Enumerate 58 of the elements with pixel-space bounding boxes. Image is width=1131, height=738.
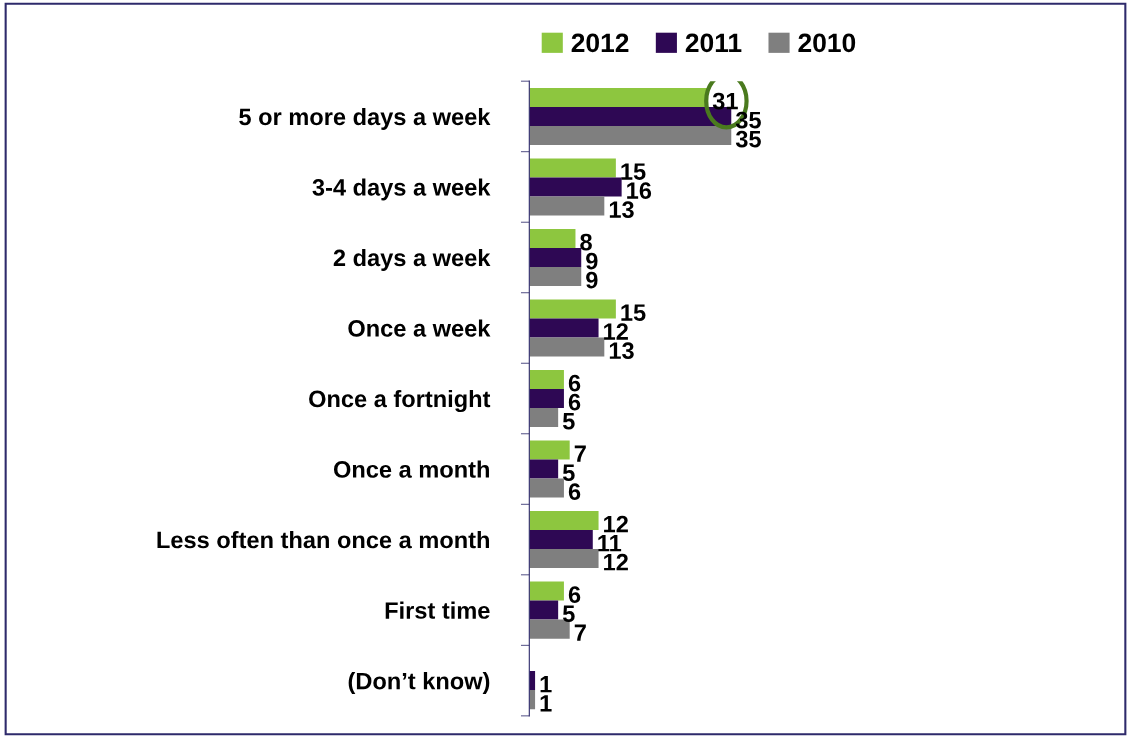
data-label: 15 [621,163,646,180]
data-label: 12 [604,553,628,571]
bar [529,478,564,498]
bar [529,125,732,145]
bar [529,530,593,550]
legend-label: 2012 [571,33,629,53]
data-label: 5 [562,605,575,623]
data-label: 7 [574,445,586,462]
y-tick-label: 5 or more days a week [239,107,491,130]
bar [529,549,599,569]
y-tick-label: (Don’t know) [348,672,490,695]
legend-label: 2011 [685,33,742,53]
y-tick-label: Once a month [333,460,489,478]
data-label: 6 [568,374,581,392]
y-tick-label: 3-4 days a week [312,178,491,201]
data-label: 31 [712,92,738,110]
bar [529,228,576,248]
data-label: 5 [562,464,575,482]
data-label: 16 [627,182,652,199]
y-tick-label: Once a week [348,319,491,337]
data-label: 6 [568,393,581,411]
bar [529,158,616,178]
y-tick-label: 2 days a week [333,248,491,271]
data-label: 9 [586,252,598,270]
bar [529,318,599,338]
bar [529,369,564,389]
legend-label: 2010 [798,33,856,53]
data-label: 13 [609,201,634,219]
bar [529,389,564,409]
data-label: 7 [574,624,586,641]
data-label: 8 [580,233,592,251]
y-tick-label: Less often than once a month [157,531,489,549]
bar [529,511,599,531]
data-label: 1 [540,676,552,693]
bar [529,600,559,620]
data-label: 11 [598,535,622,552]
bar [529,581,564,601]
data-label: 35 [735,130,761,148]
data-label: 9 [586,271,598,289]
data-label: 6 [568,483,581,501]
data-label: 6 [568,586,581,604]
y-tick-label: Once a fortnight [309,389,491,413]
bar [529,408,559,428]
bar [529,177,622,197]
bar [529,299,616,319]
data-label: 12 [604,323,628,340]
bar [529,267,582,287]
bar [529,247,582,267]
data-label: 1 [540,695,552,712]
bar [529,440,570,460]
data-label: 15 [621,304,646,321]
bar [529,459,559,479]
bar [529,196,605,216]
bar [529,337,605,357]
data-label: 12 [604,515,628,533]
y-tick-label: First time [385,601,490,619]
data-label: 5 [562,413,575,430]
data-label: 13 [609,342,634,360]
